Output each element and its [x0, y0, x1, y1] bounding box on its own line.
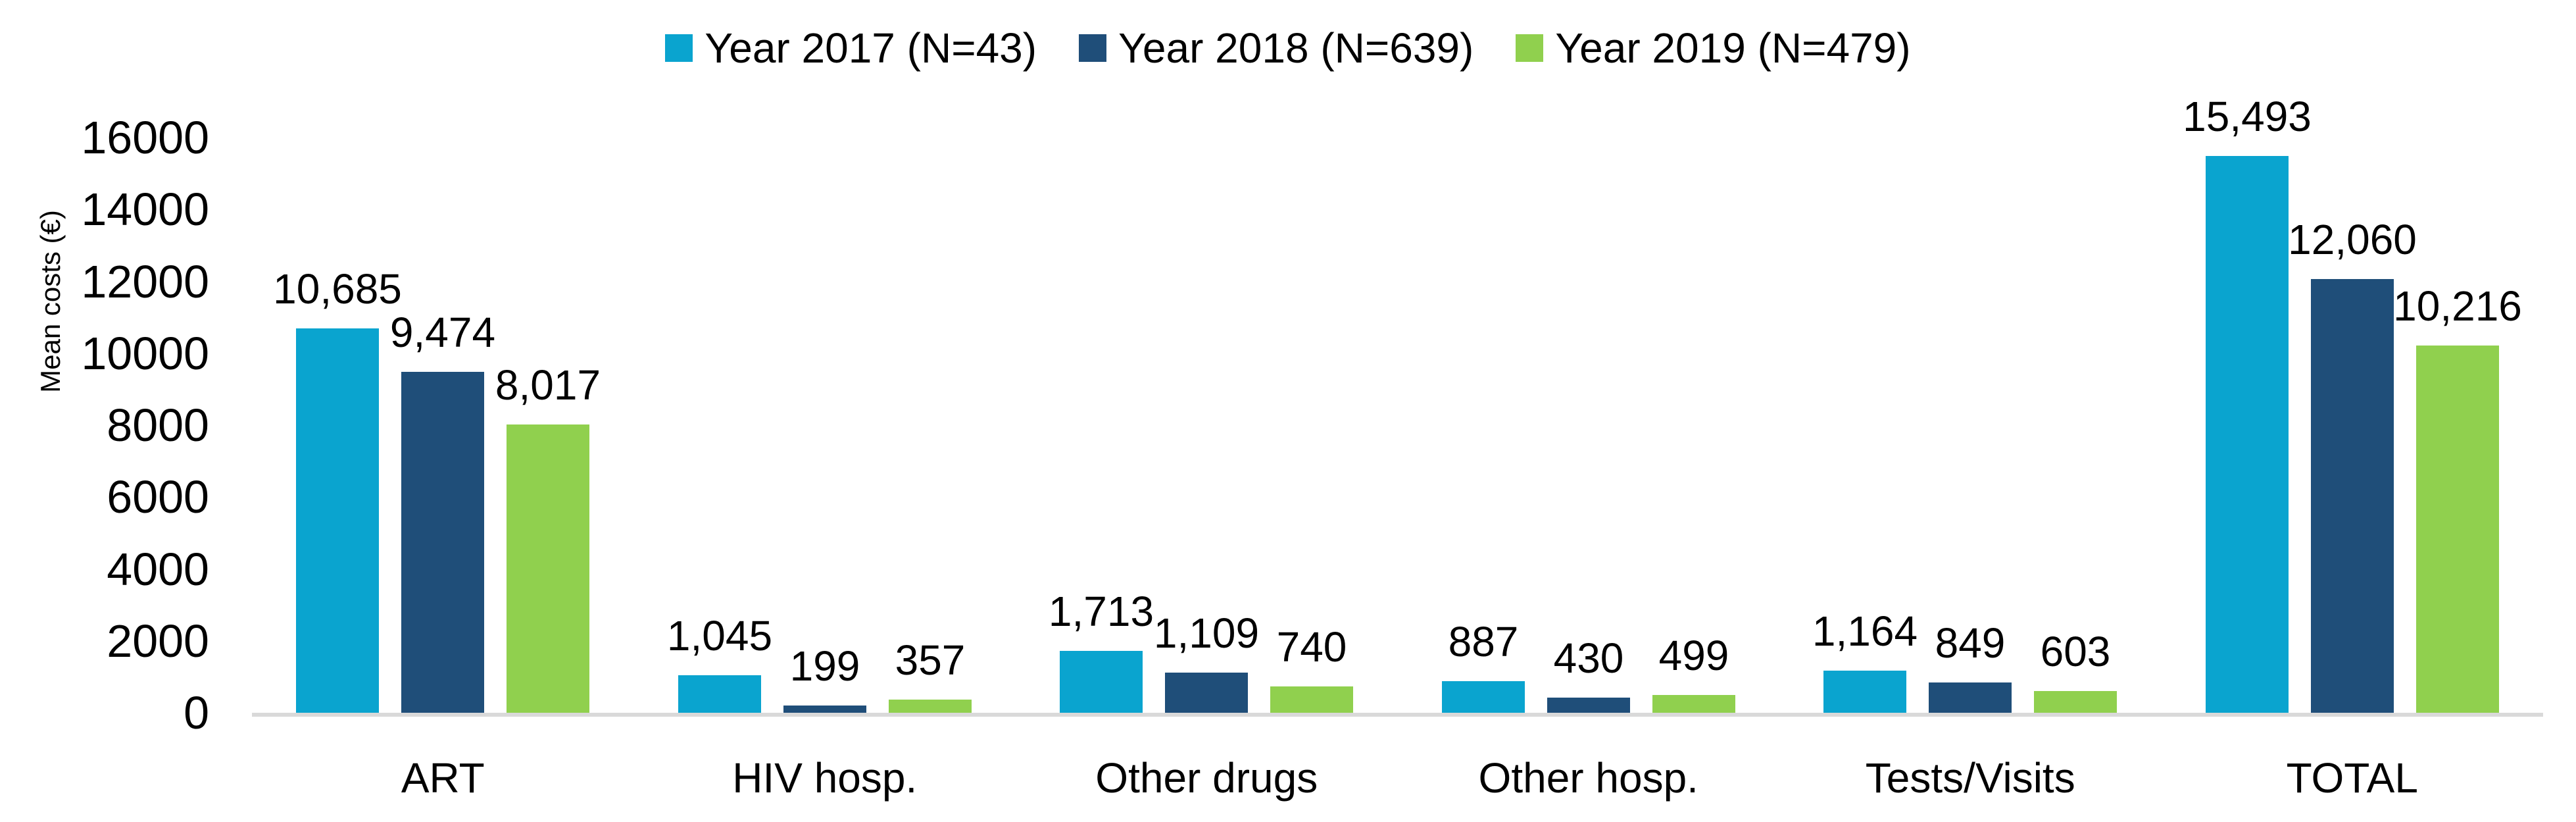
legend-item: Year 2019 (N=479)	[1516, 24, 1911, 72]
bar-2019-total	[2416, 346, 2499, 713]
y-tick-label: 2000	[107, 615, 209, 667]
legend-item: Year 2018 (N=639)	[1079, 25, 1474, 71]
y-tick-label: 4000	[107, 543, 209, 595]
value-label: 740	[1276, 623, 1347, 671]
value-label: 12,060	[2288, 216, 2417, 263]
value-label: 499	[1658, 632, 1729, 679]
bar-2019-other-drugs	[1270, 686, 1353, 713]
bar-2018-hiv-hosp-	[783, 706, 866, 713]
y-tick-label: 6000	[107, 471, 209, 523]
bar-2017-total	[2206, 156, 2289, 713]
chart-legend: Year 2017 (N=43) Year 2018 (N=639) Year 20…	[0, 25, 2576, 71]
y-tick-label: 0	[184, 687, 209, 738]
value-label: 1,109	[1153, 609, 1260, 657]
value-label: 10,216	[2393, 282, 2522, 330]
value-label: 849	[1935, 619, 2006, 667]
x-axis-line	[252, 713, 2543, 717]
value-label: 9,474	[389, 309, 496, 356]
x-category-label: TOTAL	[2286, 754, 2418, 802]
x-category-label: Other drugs	[1095, 754, 1318, 802]
value-label: 430	[1553, 634, 1624, 682]
value-label: 357	[895, 636, 966, 684]
value-label: 1,713	[1048, 588, 1154, 635]
bar-2017-other-drugs	[1060, 651, 1143, 713]
x-category-label: Other hosp.	[1478, 754, 1698, 802]
legend-item: Year 2017 (N=43)	[665, 25, 1037, 71]
legend-label: Year 2018 (N=639)	[1118, 24, 1474, 72]
bar-2018-total	[2311, 279, 2394, 713]
bar-2017-hiv-hosp-	[678, 675, 761, 713]
value-label: 1,164	[1812, 607, 1918, 655]
y-tick-label: 12000	[81, 255, 209, 307]
legend-swatch-icon	[1516, 34, 1544, 63]
bar-2018-other-drugs	[1165, 673, 1248, 713]
bar-2019-art	[507, 424, 589, 713]
value-label: 10,685	[273, 265, 402, 313]
value-label: 887	[1448, 618, 1519, 665]
y-tick-label: 8000	[107, 399, 209, 451]
bar-2017-art	[296, 328, 379, 713]
y-tick-label: 14000	[81, 184, 209, 236]
value-label: 603	[2040, 628, 2111, 675]
x-category-label: ART	[401, 754, 485, 802]
x-category-label: Tests/Visits	[1865, 754, 2075, 802]
bar-2018-other-hosp-	[1547, 698, 1630, 713]
legend-label: Year 2019 (N=479)	[1555, 24, 1911, 72]
value-label: 199	[789, 642, 860, 690]
value-label: 1,045	[666, 612, 773, 659]
bar-2018-art	[401, 372, 484, 713]
legend-swatch-icon	[665, 34, 693, 63]
bar-2018-tests-visits	[1929, 682, 2012, 713]
x-category-label: HIV hosp.	[732, 754, 918, 802]
bar-2017-other-hosp-	[1442, 681, 1525, 713]
legend-swatch-icon	[1079, 34, 1107, 63]
value-label: 15,493	[2183, 93, 2312, 140]
bar-2017-tests-visits	[1823, 671, 1906, 713]
value-label: 8,017	[495, 361, 601, 409]
bar-2019-hiv-hosp-	[889, 700, 972, 713]
bar-2019-tests-visits	[2034, 691, 2117, 713]
y-tick-label: 16000	[81, 112, 209, 163]
y-tick-label: 10000	[81, 327, 209, 379]
legend-label: Year 2017 (N=43)	[705, 24, 1037, 72]
bar-2019-other-hosp-	[1652, 695, 1735, 713]
